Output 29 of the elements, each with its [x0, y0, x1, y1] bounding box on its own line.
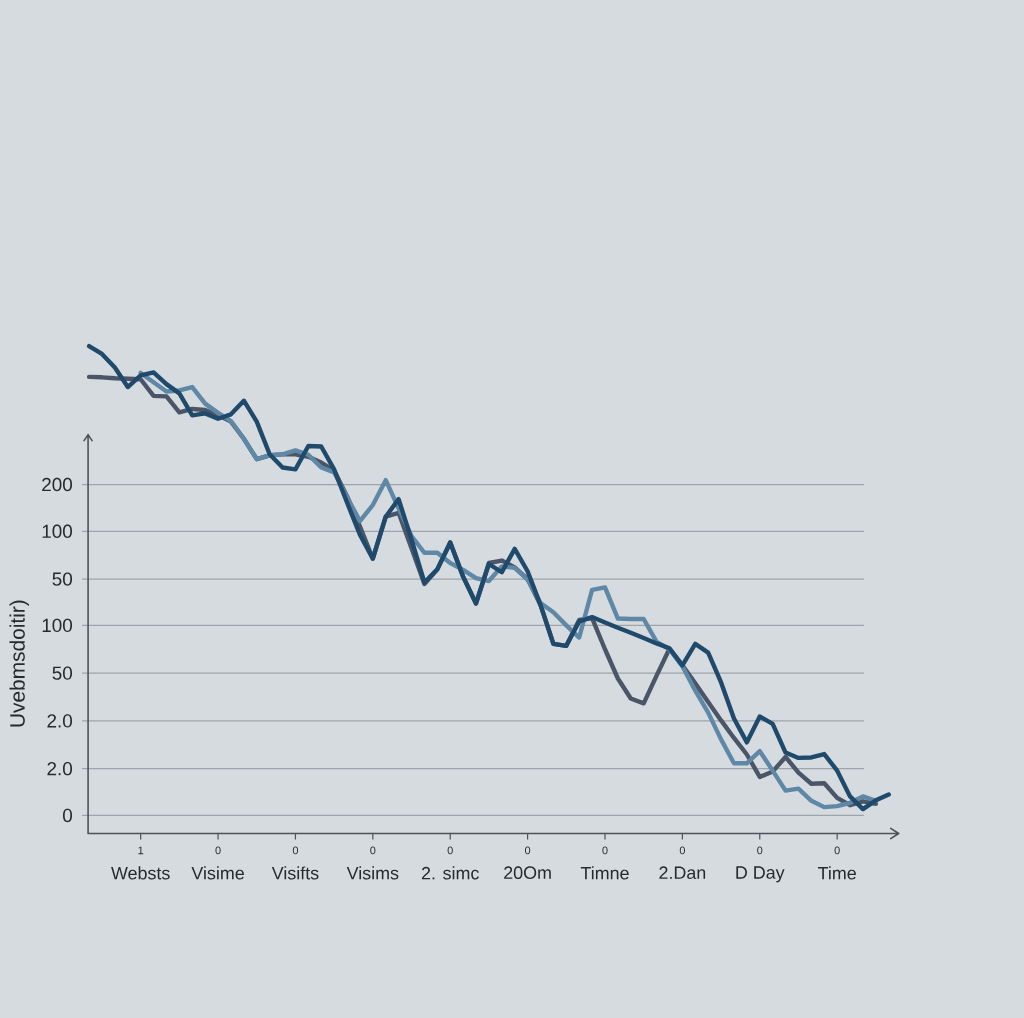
text: 0: [525, 846, 531, 855]
x-tick-label: Visifts: [271, 866, 319, 880]
x-tick-label: 20Om: [504, 866, 551, 879]
text: 0: [602, 846, 608, 855]
x-tick-label: Visims: [346, 866, 399, 880]
x-tick-label: 2. simc: [421, 866, 479, 880]
x-tick-label: D Day: [736, 866, 785, 883]
text: 0: [679, 846, 685, 855]
x-tick-label: Visime: [191, 866, 244, 880]
text: 0: [757, 846, 763, 855]
x-tick-label: 2.Dan: [659, 866, 706, 879]
text: 100: [42, 524, 73, 538]
text: 2.0: [47, 761, 73, 776]
text: 200: [42, 477, 73, 491]
text: 0: [370, 846, 376, 855]
x-tick-label: Timne: [580, 866, 629, 880]
text: 50: [52, 572, 73, 586]
text: 50: [52, 666, 73, 680]
text: 0: [292, 846, 299, 855]
text: 0: [834, 846, 840, 855]
y-axis-title: Uvebmsdoitir): [9, 600, 29, 727]
text: 2.0: [47, 713, 73, 728]
text: 0: [447, 846, 453, 855]
text: 0: [215, 846, 221, 855]
x-tick-label: Time: [818, 866, 856, 880]
text: 100: [42, 618, 73, 632]
x-tick-label: Websts: [111, 866, 170, 880]
text: 1: [138, 846, 144, 854]
text: 0: [63, 808, 73, 822]
